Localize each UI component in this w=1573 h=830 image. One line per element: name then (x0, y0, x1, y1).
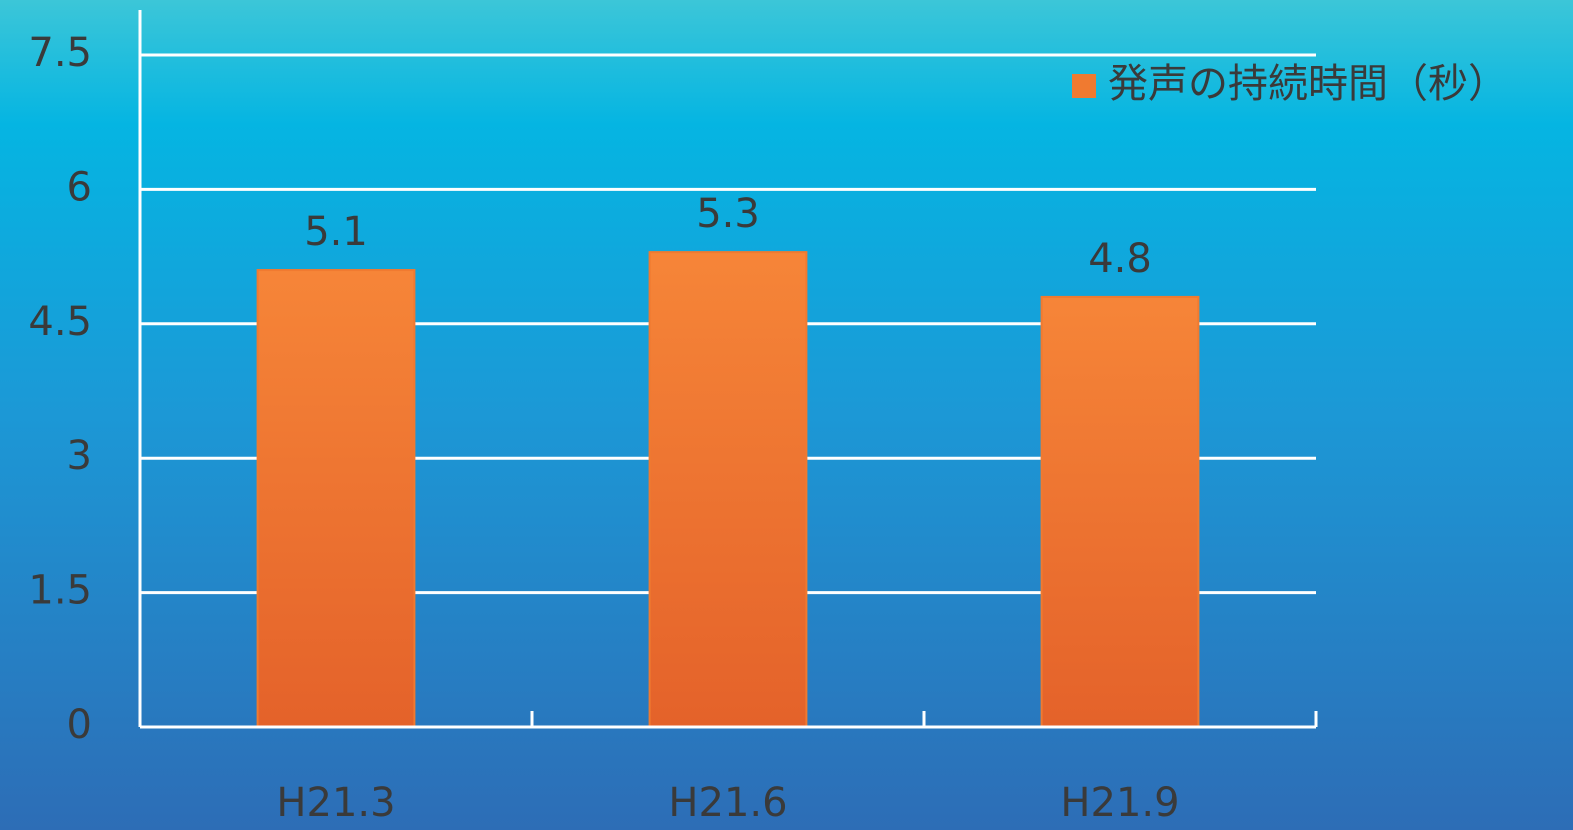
bar (1040, 295, 1200, 728)
data-label: 4.8 (1088, 236, 1152, 282)
x-tick-label: H21.9 (1060, 780, 1179, 826)
x-tick-label: H21.3 (276, 780, 395, 826)
bar (648, 251, 808, 728)
legend-swatch (1072, 74, 1096, 98)
x-tick-label: H21.6 (668, 780, 787, 826)
y-tick-label: 7.5 (28, 30, 92, 76)
legend-label: 発声の持続時間（秒） (1108, 61, 1508, 107)
y-tick-label: 6 (67, 164, 92, 210)
y-tick-label: 4.5 (28, 299, 92, 345)
y-tick-label: 1.5 (28, 568, 92, 614)
data-label: 5.3 (696, 191, 760, 237)
bar (256, 269, 416, 728)
y-tick-label: 3 (67, 433, 92, 479)
data-label: 5.1 (304, 209, 368, 255)
y-tick-label: 0 (67, 702, 92, 748)
